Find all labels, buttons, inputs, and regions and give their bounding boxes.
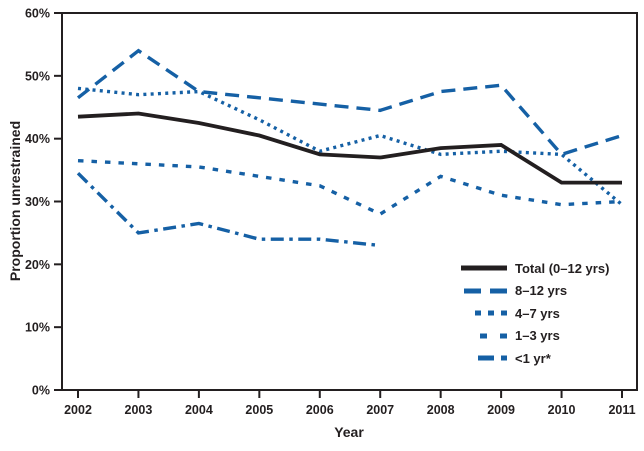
x-tick-label: 2002 bbox=[64, 403, 92, 417]
x-tick-label: 2008 bbox=[427, 403, 455, 417]
x-tick-label: 2009 bbox=[487, 403, 515, 417]
series-line bbox=[77, 111, 622, 185]
y-tick-label: 30% bbox=[25, 195, 50, 209]
series-line bbox=[77, 86, 624, 206]
x-tick-label: 2005 bbox=[245, 403, 273, 417]
y-tick-label: 40% bbox=[25, 132, 50, 146]
x-axis-title: Year bbox=[334, 424, 364, 440]
x-tick-label: 2010 bbox=[548, 403, 576, 417]
y-tick-label: 60% bbox=[25, 7, 50, 21]
y-axis-title: Proportion unrestrained bbox=[7, 120, 23, 282]
x-tick-label: 2006 bbox=[306, 403, 334, 417]
x-tick-label: 2004 bbox=[185, 403, 213, 417]
y-tick-label: 20% bbox=[25, 258, 50, 272]
x-tick-label: 2011 bbox=[608, 403, 635, 417]
plot-frame bbox=[61, 12, 638, 391]
series-line bbox=[76, 48, 623, 157]
x-tick-label: 2007 bbox=[366, 403, 394, 417]
x-tick-label: 2003 bbox=[125, 403, 153, 417]
y-tick-label: 0% bbox=[32, 384, 50, 398]
series-line bbox=[76, 172, 381, 248]
y-tick-label: 50% bbox=[25, 69, 50, 83]
y-tick-label: 10% bbox=[25, 321, 50, 335]
series-line bbox=[77, 158, 623, 216]
